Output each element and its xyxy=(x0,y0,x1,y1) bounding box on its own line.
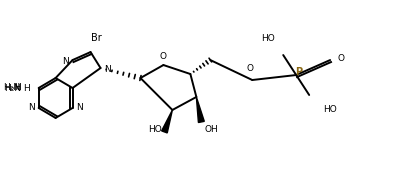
Text: HO: HO xyxy=(323,105,337,114)
Text: H: H xyxy=(14,83,21,92)
Text: O: O xyxy=(160,52,167,61)
Text: Br: Br xyxy=(91,33,102,43)
Polygon shape xyxy=(162,110,173,133)
Text: H₂N: H₂N xyxy=(4,83,21,92)
Polygon shape xyxy=(196,97,204,123)
Text: N: N xyxy=(76,103,83,112)
Text: N: N xyxy=(62,57,69,66)
Text: O: O xyxy=(337,54,344,63)
Text: P: P xyxy=(294,67,302,77)
Text: N: N xyxy=(28,103,35,112)
Text: HO: HO xyxy=(148,125,162,134)
Text: N: N xyxy=(105,65,111,74)
Text: O: O xyxy=(247,64,254,73)
Text: OH: OH xyxy=(204,125,218,134)
Text: H: H xyxy=(22,84,29,93)
Text: HO: HO xyxy=(261,34,275,43)
Text: H₂N: H₂N xyxy=(4,84,22,93)
